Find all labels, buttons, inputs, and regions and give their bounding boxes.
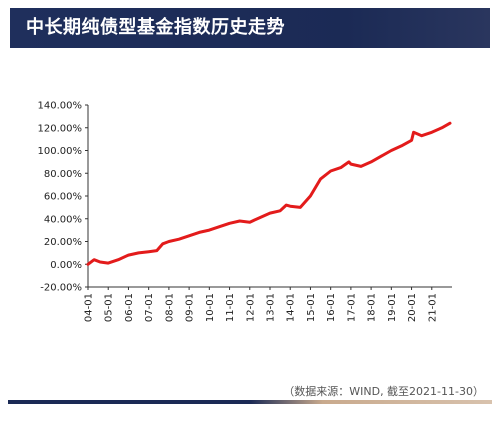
- x-tick-label: 07-01: [144, 293, 155, 322]
- x-tick-label: 21-01: [427, 293, 438, 322]
- x-tick-label: 10-01: [205, 293, 216, 322]
- x-tick-label: 14-01: [286, 293, 297, 322]
- y-tick-label: 0.00%: [50, 260, 82, 271]
- x-tick-label: 13-01: [266, 293, 277, 322]
- y-tick-label: -20.00%: [40, 283, 82, 294]
- x-tick-label: 20-01: [407, 293, 418, 322]
- y-tick-label: 120.00%: [38, 123, 83, 134]
- x-tick-label: 16-01: [326, 293, 337, 322]
- x-tick-label: 11-01: [225, 293, 236, 322]
- chart-area: -20.00% 0.00% 20.00% 40.00% 60.00% 80.00% 100.…: [0, 90, 500, 330]
- title-banner: 中长期纯债型基金指数历史走势: [10, 8, 490, 48]
- y-tick-label: 40.00%: [44, 214, 82, 225]
- x-tick-label: 19-01: [387, 293, 398, 322]
- y-tick-label: 20.00%: [44, 237, 82, 248]
- x-tick-label: 06-01: [124, 293, 135, 322]
- x-tick-label: 15-01: [306, 293, 317, 322]
- x-tick-label: 04-01: [84, 293, 95, 322]
- x-tick-label: 05-01: [104, 293, 115, 322]
- footer-bar: [8, 400, 492, 404]
- series-line: [86, 121, 452, 266]
- x-tick-label: 18-01: [367, 293, 378, 322]
- y-tick-label: 60.00%: [44, 192, 82, 203]
- x-tick-label: 09-01: [185, 293, 196, 322]
- line-chart: -20.00% 0.00% 20.00% 40.00% 60.00% 80.00% 100.…: [38, 101, 452, 322]
- page-title: 中长期纯债型基金指数历史走势: [26, 17, 285, 38]
- source-note: （数据来源：WIND, 截至2021-11-30）: [283, 385, 484, 398]
- y-tick-label: 80.00%: [44, 169, 82, 180]
- y-tick-label: 140.00%: [38, 101, 83, 112]
- x-tick-label: 17-01: [346, 293, 357, 322]
- y-tick-label: 100.00%: [38, 146, 83, 157]
- x-tick-label: 12-01: [245, 293, 256, 322]
- x-tick-label: 08-01: [164, 293, 175, 322]
